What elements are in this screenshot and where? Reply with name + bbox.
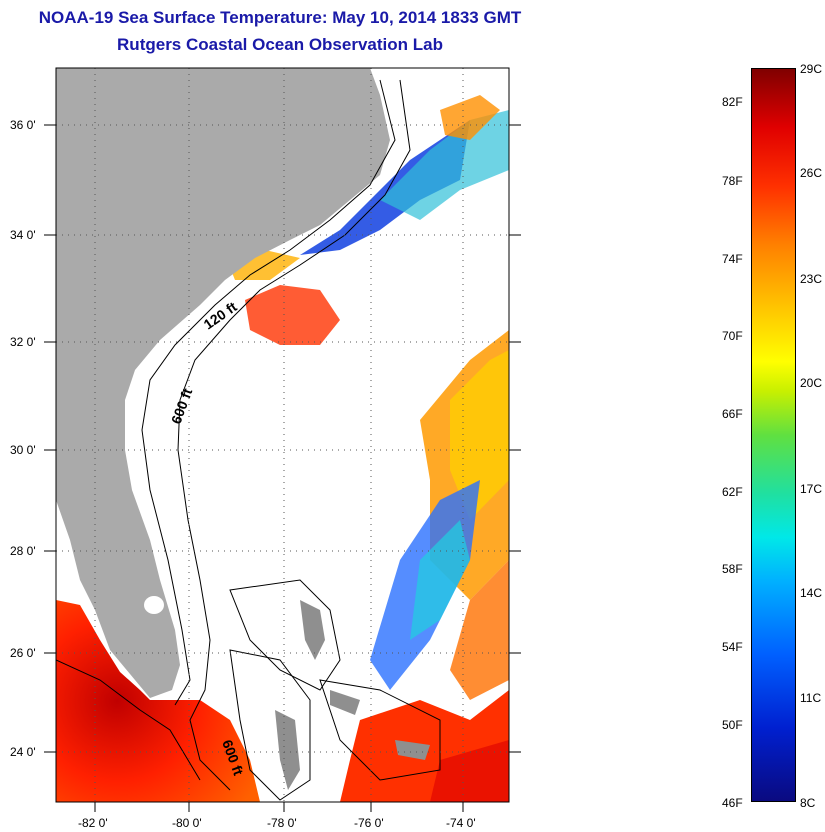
land-bahamas-3 — [330, 690, 360, 715]
colorbar-fahrenheit-label: 82F — [722, 95, 743, 109]
land-bahamas-4 — [395, 740, 430, 760]
axis-ticks — [44, 124, 521, 812]
lat-label: 26 0' — [10, 646, 36, 660]
colorbar-fahrenheit-label: 54F — [722, 640, 743, 654]
lon-label: -78 0' — [267, 816, 297, 830]
lon-label: -80 0' — [172, 816, 202, 830]
contour-bahamas-3 — [319, 679, 441, 781]
colorbar-fahrenheit-label: 70F — [722, 329, 743, 343]
contour-600ft — [177, 79, 411, 791]
colorbar-fahrenheit-label: 74F — [722, 252, 743, 266]
lat-label: 34 0' — [10, 228, 36, 242]
colorbar-fahrenheit-label: 78F — [722, 174, 743, 188]
map-title: NOAA-19 Sea Surface Temperature: May 10,… — [38, 8, 522, 27]
colorbar-fahrenheit-label: 62F — [722, 485, 743, 499]
land-bahamas-2 — [275, 710, 300, 790]
sst-east-patch — [450, 560, 509, 700]
sst-warm-south — [56, 600, 260, 802]
temperature-colorbar — [751, 68, 796, 802]
lon-label: -76 0' — [354, 816, 384, 830]
land-bahamas-1 — [300, 600, 325, 660]
contour-120ft — [141, 79, 396, 706]
lon-label: -74 0' — [446, 816, 476, 830]
contour-bahamas — [229, 579, 341, 691]
land-us — [56, 68, 390, 698]
map-frame — [55, 67, 510, 803]
colorbar-celsius-label: 17C — [800, 482, 823, 496]
lat-label: 30 0' — [10, 443, 36, 457]
colorbar-fahrenheit-label: 50F — [722, 718, 743, 732]
colorbar-celsius-label: 26C — [800, 166, 823, 180]
sst-shelf-warm — [245, 285, 340, 345]
colorbar-celsius-label: 29C — [800, 62, 823, 76]
sst-cyan-band — [410, 520, 470, 640]
colorbar-fahrenheit-label: 66F — [722, 407, 743, 421]
sst-warm-se — [430, 740, 509, 802]
colorbar-celsius-label: 20C — [800, 376, 823, 390]
colorbar-fahrenheit-label: 58F — [722, 562, 743, 576]
lake-okeechobee — [144, 596, 164, 614]
colorbar-celsius-label: 11C — [800, 691, 822, 705]
colorbar-celsius-label: 23C — [800, 272, 823, 286]
lat-label: 28 0' — [10, 544, 36, 558]
map-subtitle: Rutgers Coastal Ocean Observation Lab — [117, 35, 443, 54]
lat-label: 36 0' — [10, 118, 36, 132]
contour-florida-keys — [56, 659, 201, 781]
sst-gulfstream-inner — [450, 350, 509, 520]
colorbar-fahrenheit-label: 46F — [722, 796, 743, 810]
contour-bahamas-2 — [229, 649, 311, 801]
graticule — [56, 68, 509, 802]
sst-carolina-warm — [440, 95, 500, 140]
lat-label: 24 0' — [10, 745, 36, 759]
lat-label: 32 0' — [10, 335, 36, 349]
sst-carolina-cyan — [380, 110, 509, 220]
colorbar-celsius-label: 14C — [800, 586, 823, 600]
lon-label: -82 0' — [78, 816, 108, 830]
colorbar-celsius-label: 8C — [800, 796, 816, 810]
